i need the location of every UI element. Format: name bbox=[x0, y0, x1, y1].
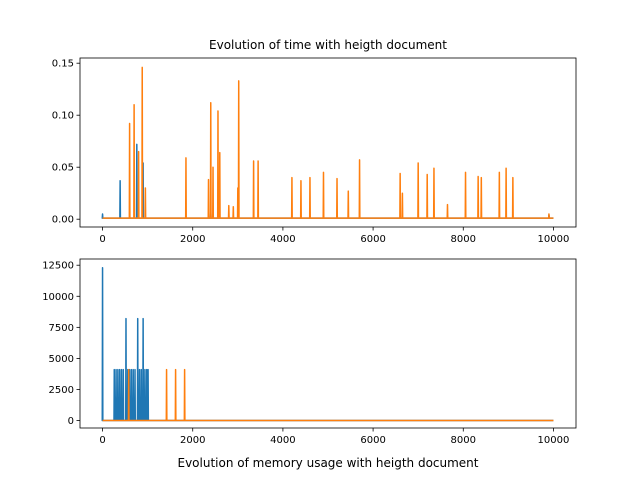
time-x-tick-label: 8000 bbox=[451, 234, 476, 245]
time-subplot: Evolution of time with heigth document 0… bbox=[52, 38, 577, 245]
time-y-tick-label: 0.10 bbox=[52, 111, 74, 122]
time-series-layer bbox=[101, 66, 554, 219]
time-series-2-line bbox=[102, 66, 554, 219]
memory-axis-ticks: 0 2000 4000 6000 8000 10000 0 2500 5000 7500 10000… bbox=[42, 261, 569, 446]
time-y-tick-label: 0.05 bbox=[52, 163, 74, 174]
time-chart-title: Evolution of time with heigth document bbox=[209, 38, 447, 52]
time-x-tick-label: 6000 bbox=[360, 234, 385, 245]
time-x-tick-label: 0 bbox=[99, 234, 105, 245]
memory-x-axis-label: Evolution of memory usage with heigth do… bbox=[177, 456, 478, 470]
time-y-tick-label: 0.15 bbox=[52, 59, 74, 70]
memory-y-tick-label: 10000 bbox=[42, 292, 74, 303]
memory-x-tick-label: 8000 bbox=[451, 435, 476, 446]
time-x-tick-label: 2000 bbox=[180, 234, 205, 245]
memory-x-tick-label: 6000 bbox=[360, 435, 385, 446]
memory-x-tick-label: 2000 bbox=[180, 435, 205, 446]
memory-subplot: 0 2000 4000 6000 8000 10000 0 2500 5000 7500 10000… bbox=[42, 258, 577, 470]
memory-axis-frame bbox=[79, 258, 577, 429]
memory-series-2-line bbox=[102, 368, 554, 422]
time-axis-frame bbox=[79, 57, 577, 228]
memory-x-tick-label: 4000 bbox=[270, 435, 295, 446]
time-axis-ticks: 0 2000 4000 6000 8000 10000 0.00 0.05 0.10 0.15 bbox=[52, 59, 570, 245]
time-x-tick-label: 10000 bbox=[538, 234, 570, 245]
memory-x-tick-label: 0 bbox=[99, 435, 105, 446]
time-y-tick-label: 0.00 bbox=[52, 215, 74, 226]
memory-y-tick-label: 2500 bbox=[49, 385, 74, 396]
memory-x-tick-label: 10000 bbox=[538, 435, 570, 446]
memory-y-tick-label: 5000 bbox=[49, 354, 74, 365]
memory-y-tick-label: 12500 bbox=[42, 261, 74, 272]
memory-y-tick-label: 0 bbox=[68, 416, 74, 427]
memory-series-layer bbox=[101, 266, 554, 422]
time-x-tick-label: 4000 bbox=[270, 234, 295, 245]
memory-y-tick-label: 7500 bbox=[49, 323, 74, 334]
